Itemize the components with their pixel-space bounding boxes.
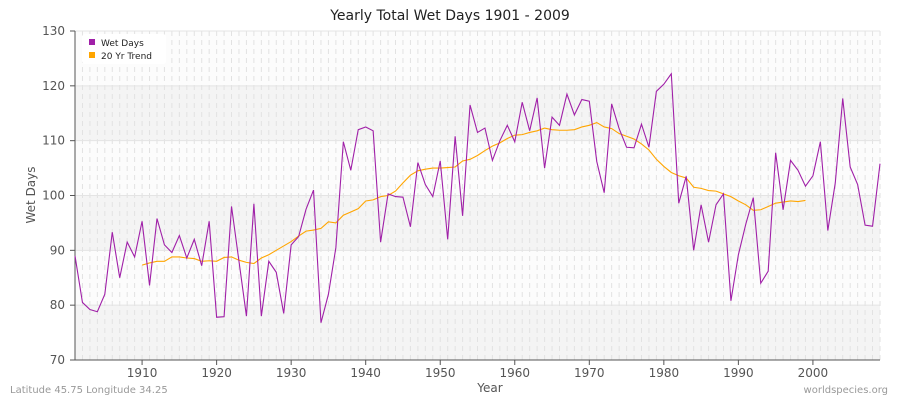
x-tick-label: 1930 (276, 366, 307, 380)
y-tick-label: 80 (50, 298, 65, 312)
y-tick-label: 130 (42, 24, 65, 38)
y-tick-label: 100 (42, 189, 65, 203)
x-axis-label: Year (476, 381, 502, 395)
series-line-20-yr-trend (141, 121, 806, 266)
y-tick-label: 110 (42, 134, 65, 148)
x-tick-label: 1970 (574, 366, 605, 380)
x-tick-label: 1940 (350, 366, 381, 380)
x-tick-label: 1990 (723, 366, 754, 380)
legend-label: 20 Yr Trend (101, 52, 152, 62)
y-tick-label: 120 (42, 79, 65, 93)
footer-coordinates: Latitude 45.75 Longitude 34.25 (10, 385, 168, 396)
legend-box (82, 34, 166, 64)
x-tick-label: 1910 (127, 366, 158, 380)
footer-source: worldspecies.org (803, 385, 888, 396)
y-axis-label: Wet Days (24, 166, 38, 223)
x-tick-label: 1920 (201, 366, 232, 380)
x-tick-label: 1960 (499, 366, 530, 380)
chart-title: Yearly Total Wet Days 1901 - 2009 (330, 8, 570, 24)
legend-label: Wet Days (101, 39, 144, 49)
x-tick-label: 1950 (425, 366, 456, 380)
legend-swatch (89, 52, 95, 58)
x-tick-label: 1980 (649, 366, 680, 380)
series-line-wet-days (74, 72, 881, 323)
x-tick-label: 2000 (798, 366, 829, 380)
legend-swatch (89, 39, 95, 45)
y-tick-label: 90 (50, 243, 65, 257)
y-tick-label: 70 (50, 353, 65, 367)
